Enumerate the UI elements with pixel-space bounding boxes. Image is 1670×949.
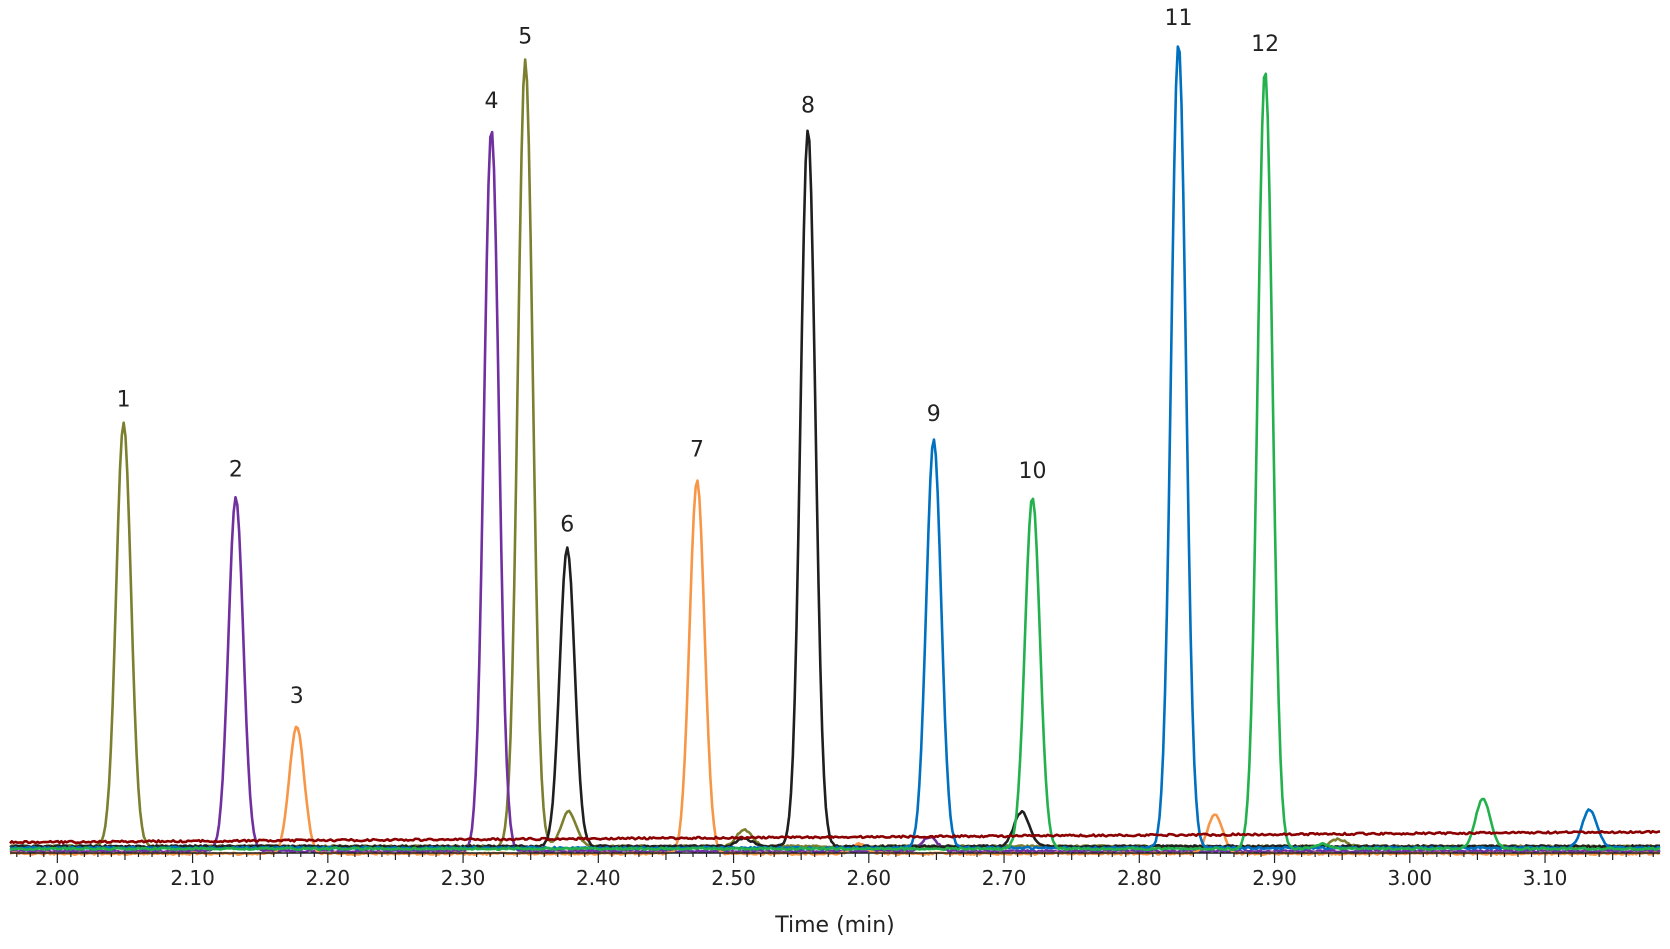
peak-label: 1 xyxy=(117,388,131,413)
peak-label: 7 xyxy=(690,437,704,462)
chromatogram-trace-6 xyxy=(9,72,1661,852)
peak-label: 2 xyxy=(229,458,243,483)
x-tick-label: 3.10 xyxy=(1523,866,1568,890)
peak-label: 9 xyxy=(927,402,941,427)
peak-label: 6 xyxy=(560,512,574,537)
x-tick-label: 2.80 xyxy=(1117,866,1162,890)
x-tick-label: 2.70 xyxy=(982,866,1027,890)
chromatogram-trace-2 xyxy=(9,130,1661,854)
x-axis-title: Time (min) xyxy=(774,913,895,938)
peak-label: 4 xyxy=(484,89,498,114)
chromatogram-trace-5 xyxy=(9,45,1661,851)
chromatogram-trace-3 xyxy=(9,479,1661,856)
peak-label: 12 xyxy=(1251,32,1279,57)
peak-label: 5 xyxy=(518,25,532,50)
x-tick-label: 2.30 xyxy=(441,866,486,890)
x-tick-label: 2.10 xyxy=(170,866,215,890)
x-tick-label: 3.00 xyxy=(1388,866,1433,890)
peak-label: 10 xyxy=(1018,459,1046,484)
chromatogram-trace-1 xyxy=(9,58,1661,849)
x-tick-label: 2.00 xyxy=(35,866,80,890)
chromatogram-trace-4 xyxy=(9,129,1661,849)
chromatogram-trace-7 xyxy=(9,829,1661,845)
x-tick-label: 2.50 xyxy=(711,866,756,890)
x-axis-ticks: 2.00 2.10 2.20 2.30 2.40 2.50 2.60 2.70 2.80 2.90… xyxy=(16,853,1654,890)
peak-label: 11 xyxy=(1165,6,1193,31)
peak-label: 8 xyxy=(801,94,815,119)
x-tick-label: 2.90 xyxy=(1252,866,1297,890)
peak-label: 3 xyxy=(290,684,304,709)
series-layer xyxy=(9,45,1661,856)
x-tick-label: 2.60 xyxy=(847,866,892,890)
x-tick-label: 2.20 xyxy=(306,866,351,890)
x-tick-label: 2.40 xyxy=(576,866,621,890)
